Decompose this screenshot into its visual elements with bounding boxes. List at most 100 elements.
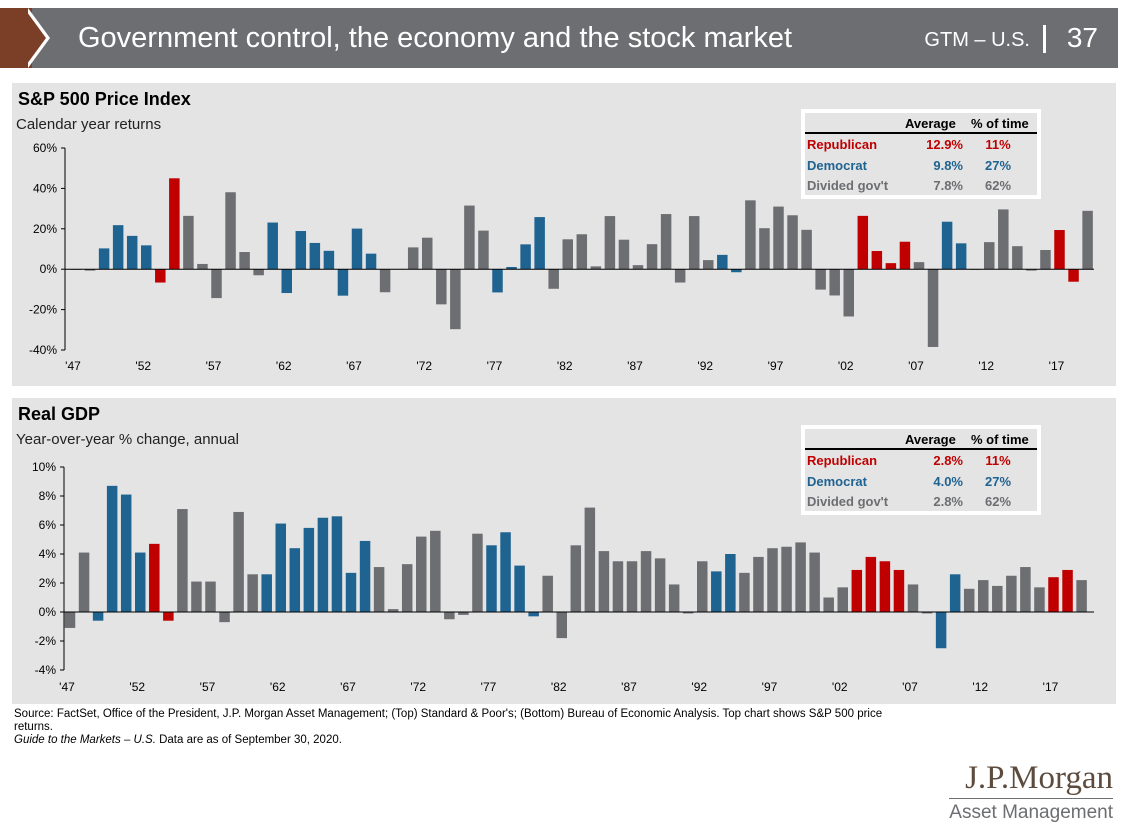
- bar-1990: [674, 269, 686, 283]
- y-tick-label: -40%: [29, 343, 57, 357]
- bar-2017: [1048, 577, 1059, 612]
- legend-average: 2.8%: [933, 453, 963, 468]
- legend-pct: 62%: [984, 178, 1012, 193]
- bar-2007: [907, 584, 919, 612]
- x-tick-label: '12: [978, 359, 994, 373]
- bar-1978: [506, 266, 517, 270]
- bar-1962: [281, 269, 292, 294]
- legend-row-republican: Republican 12.9% 11%: [805, 135, 1037, 155]
- y-tick-label: 60%: [33, 141, 57, 155]
- bar-1985: [604, 216, 616, 270]
- bar-1977: [492, 269, 503, 293]
- bar-1998: [781, 546, 792, 612]
- sp500-legend: Average % of time Republican 12.9% 11% D…: [801, 109, 1041, 199]
- bar-1955: [183, 215, 194, 270]
- bar-1971: [401, 564, 413, 612]
- bar-1994: [731, 269, 742, 273]
- bar-1977: [486, 545, 497, 612]
- bar-1982: [562, 239, 573, 270]
- x-tick-label: '47: [59, 680, 75, 694]
- x-tick-label: '02: [832, 680, 848, 694]
- bar-2006: [899, 241, 911, 270]
- bar-2001: [829, 269, 840, 296]
- bar-1963: [295, 231, 307, 270]
- gdp-panel: 10% 8% 6% 4% 2% 0% -2% -4% '47 '52 '57 '62 '67 '72 '77…: [12, 398, 1116, 704]
- sp500-chart: 60% 40% 20% 0% -20% -40% '47 '52 '57 '62 '67 '72 '77…: [29, 141, 1094, 373]
- x-tick-label: '77: [487, 359, 503, 373]
- source-text: Source: FactSet, Office of the President…: [14, 708, 883, 733]
- bar-2003: [851, 569, 863, 612]
- x-tick-label: '62: [270, 680, 286, 694]
- bar-1957: [205, 581, 216, 612]
- bar-1991: [682, 612, 694, 614]
- x-tick-label: '87: [621, 680, 637, 694]
- legend-row-republican: Republican 2.8% 11%: [805, 451, 1037, 471]
- bar-1960: [247, 574, 258, 612]
- bar-1963: [289, 548, 301, 612]
- bar-1973: [436, 269, 447, 305]
- legend-average: 4.0%: [933, 474, 963, 489]
- bar-2009: [941, 221, 953, 270]
- bar-2015: [1026, 269, 1037, 271]
- legend-average: 7.8%: [933, 178, 963, 193]
- gdp-legend: Average % of time Republican 2.8% 11% De…: [801, 425, 1041, 515]
- bar-2016: [1040, 250, 1051, 270]
- bar-1970: [387, 609, 399, 612]
- x-tick-label: '17: [1043, 680, 1059, 694]
- bar-1961: [261, 574, 272, 612]
- bar-2000: [815, 269, 826, 290]
- bar-1959: [233, 511, 244, 612]
- bar-1979: [514, 565, 525, 612]
- legend-header-average: Average: [905, 116, 956, 131]
- bar-1966: [331, 516, 343, 612]
- legend-name: Republican: [807, 453, 878, 468]
- bar-1952: [141, 245, 152, 270]
- legend-header-pct: % of time: [971, 432, 1029, 447]
- bar-1985: [598, 551, 610, 612]
- bar-1994: [725, 554, 736, 612]
- bar-1971: [407, 247, 419, 270]
- data-asof: Data are as of September 30, 2020.: [155, 734, 342, 746]
- legend-name: Divided gov't: [807, 178, 889, 193]
- bar-1997: [767, 548, 778, 612]
- bar-1978: [500, 532, 511, 612]
- bar-2006: [893, 569, 905, 612]
- bar-1974: [450, 269, 461, 330]
- legend-rule: [805, 448, 1037, 450]
- bar-1958: [225, 192, 236, 270]
- legend-row-divided: Divided gov't 7.8% 62%: [805, 176, 1037, 196]
- bar-2001: [823, 597, 834, 612]
- bar-1948: [84, 269, 96, 271]
- y-tick-label: -2%: [35, 634, 57, 648]
- x-tick-label: '67: [346, 359, 362, 373]
- bar-1967: [351, 228, 363, 270]
- bar-1998: [787, 215, 798, 270]
- legend-pct: 62%: [984, 494, 1012, 509]
- bar-2019: [1082, 210, 1093, 270]
- legend-row-democrat: Democrat 4.0% 27%: [805, 472, 1037, 492]
- page-number: 37: [1066, 22, 1098, 53]
- bar-2003: [857, 215, 869, 270]
- legend-pct: 27%: [984, 158, 1012, 173]
- bar-1956: [191, 581, 202, 612]
- bar-1988: [640, 551, 652, 612]
- bar-1957: [211, 269, 222, 299]
- logo-sub: Asset Management: [949, 798, 1113, 824]
- bar-1958: [219, 612, 230, 623]
- bar-1988: [646, 244, 658, 270]
- bar-2009: [935, 612, 947, 649]
- bar-1973: [430, 530, 441, 612]
- x-tick-label: '12: [972, 680, 988, 694]
- x-tick-label: '92: [691, 680, 707, 694]
- bar-1987: [626, 561, 638, 612]
- bar-1969: [373, 567, 385, 612]
- legend-average: 9.8%: [933, 158, 963, 173]
- bar-1979: [520, 244, 531, 270]
- bar-1989: [660, 214, 672, 270]
- bar-1962: [275, 523, 286, 612]
- bar-1993: [717, 254, 728, 270]
- legend-rule: [805, 132, 1037, 134]
- legend-name: Democrat: [807, 474, 867, 489]
- page-title: Government control, the economy and the …: [78, 22, 793, 54]
- bar-2000: [809, 552, 820, 612]
